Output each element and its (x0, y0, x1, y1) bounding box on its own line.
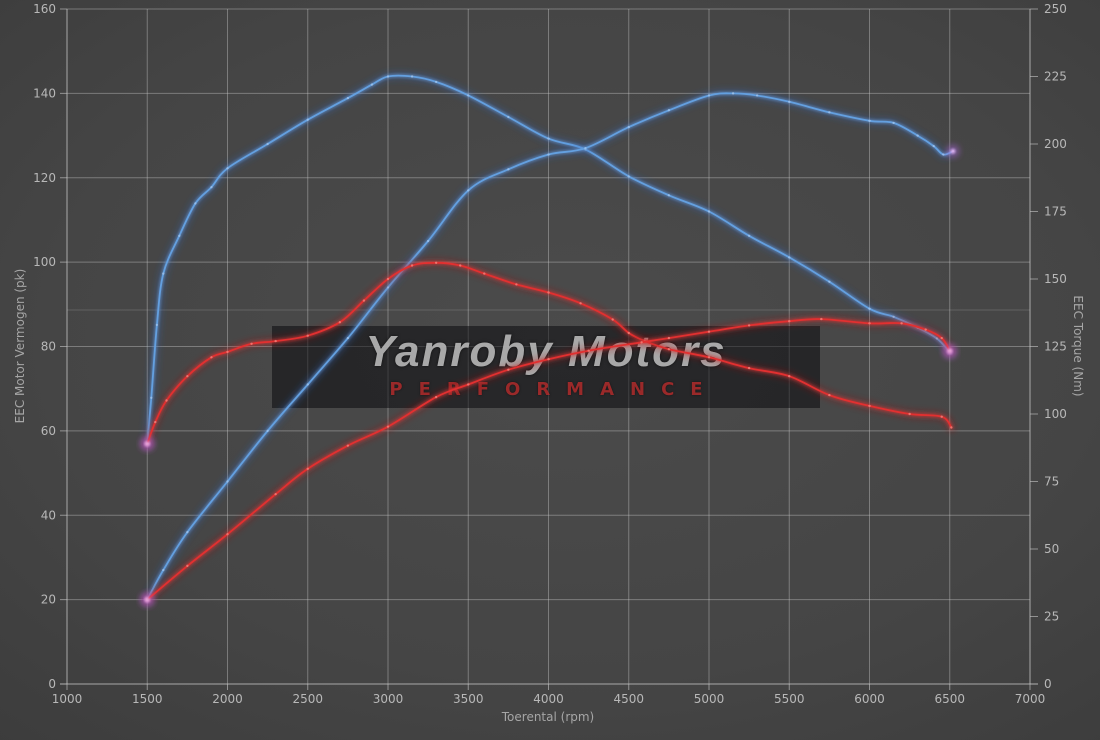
series-torque-red-original (140, 257, 957, 451)
tick-marks (60, 8, 1038, 690)
svg-text:25: 25 (1044, 610, 1059, 624)
svg-text:250: 250 (1044, 2, 1067, 16)
svg-text:6000: 6000 (854, 692, 885, 706)
svg-text:1500: 1500 (132, 692, 163, 706)
svg-text:125: 125 (1044, 340, 1067, 354)
x-axis-title: Toerental (rpm) (501, 710, 595, 724)
svg-text:225: 225 (1044, 70, 1067, 84)
series-power-red-original (140, 314, 957, 607)
svg-text:3500: 3500 (453, 692, 484, 706)
svg-text:5000: 5000 (694, 692, 725, 706)
svg-text:80: 80 (41, 340, 56, 354)
svg-text:0: 0 (1044, 677, 1052, 691)
svg-text:100: 100 (1044, 407, 1067, 421)
svg-text:175: 175 (1044, 205, 1067, 219)
svg-text:160: 160 (33, 2, 56, 16)
svg-text:50: 50 (1044, 542, 1059, 556)
svg-text:100: 100 (33, 255, 56, 269)
svg-text:2000: 2000 (212, 692, 243, 706)
svg-text:60: 60 (41, 424, 56, 438)
svg-text:6500: 6500 (934, 692, 965, 706)
svg-text:0: 0 (48, 677, 56, 691)
svg-text:120: 120 (33, 171, 56, 185)
svg-text:40: 40 (41, 508, 56, 522)
svg-text:150: 150 (1044, 272, 1067, 286)
svg-text:4500: 4500 (613, 692, 644, 706)
svg-text:4000: 4000 (533, 692, 564, 706)
svg-text:7000: 7000 (1015, 692, 1046, 706)
svg-text:200: 200 (1044, 137, 1067, 151)
svg-text:3000: 3000 (373, 692, 404, 706)
svg-text:75: 75 (1044, 475, 1059, 489)
svg-text:1000: 1000 (52, 692, 83, 706)
svg-text:140: 140 (33, 86, 56, 100)
series-power-blue-tuned (140, 88, 960, 607)
svg-text:20: 20 (41, 593, 56, 607)
svg-text:2500: 2500 (292, 692, 323, 706)
svg-text:5500: 5500 (774, 692, 805, 706)
tick-labels: 0 20 40 60 80 100 120 140 160 0 25 50 75 100 125 150 175… (33, 2, 1067, 706)
